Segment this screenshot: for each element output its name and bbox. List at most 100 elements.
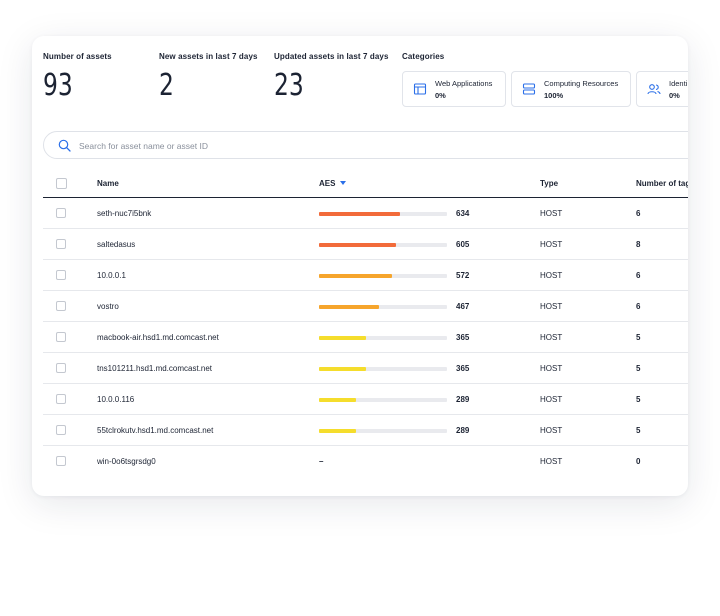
row-checkbox[interactable] <box>56 332 66 342</box>
header-aes-label: AES <box>319 179 336 188</box>
header-name[interactable]: Name <box>97 179 119 188</box>
stat-label: Number of assets <box>43 52 112 61</box>
stat-value: 23 <box>274 68 304 103</box>
tag-count: 0 <box>636 457 641 466</box>
tag-count: 6 <box>636 302 641 311</box>
asset-name[interactable]: win-0o6tsgrsdg0 <box>97 457 156 466</box>
table-row[interactable]: 10.0.0.116 289 HOST 5 <box>43 384 688 415</box>
stat-label: New assets in last 7 days <box>159 52 258 61</box>
users-icon <box>647 84 661 95</box>
stat-updated-assets: Updated assets in last 7 days 23 <box>274 52 389 103</box>
asset-name[interactable]: tns101211.hsd1.md.comcast.net <box>97 364 213 373</box>
asset-type: HOST <box>540 395 563 404</box>
aes-bar-fill <box>319 212 401 216</box>
tag-count: 5 <box>636 426 641 435</box>
header-aes[interactable]: AES <box>319 179 347 188</box>
table-row[interactable]: 10.0.0.1 572 HOST 6 <box>43 260 688 291</box>
stats-summary: Number of assets 93 New assets in last 7… <box>43 52 688 132</box>
row-checkbox[interactable] <box>56 301 66 311</box>
tag-count: 5 <box>636 333 641 342</box>
category-name: Web Applications <box>435 79 493 88</box>
tag-count: 8 <box>636 240 641 249</box>
aes-bar-fill <box>319 367 366 371</box>
aes-score: 634 <box>456 209 470 218</box>
aes-score: – <box>319 457 324 466</box>
stat-number-of-assets: Number of assets 93 <box>43 52 112 103</box>
aes-bar-fill <box>319 305 379 309</box>
tag-count: 5 <box>636 364 641 373</box>
category-percent: 0% <box>435 91 446 100</box>
aes-bar-track <box>319 212 447 216</box>
aes-bar-track <box>319 336 447 340</box>
table-row[interactable]: 55tclrokutv.hsd1.md.comcast.net 289 HOST 5 <box>43 415 688 446</box>
browser-window-icon <box>413 83 427 95</box>
aes-bar-fill <box>319 398 356 402</box>
row-checkbox[interactable] <box>56 456 66 466</box>
asset-name[interactable]: macbook-air.hsd1.md.comcast.net <box>97 333 219 342</box>
aes-bar-fill <box>319 429 356 433</box>
categories: Categories <box>402 52 688 61</box>
server-icon <box>522 83 536 95</box>
row-checkbox[interactable] <box>56 425 66 435</box>
asset-name[interactable]: saltedasus <box>97 240 136 249</box>
search-icon <box>58 139 71 152</box>
table-row[interactable]: seth-nuc7i5bnk 634 HOST 6 <box>43 198 688 229</box>
asset-type: HOST <box>540 302 563 311</box>
table-row[interactable]: win-0o6tsgrsdg0 – HOST 0 <box>43 446 688 476</box>
category-percent: 0% <box>669 91 680 100</box>
asset-type: HOST <box>540 333 563 342</box>
search-input[interactable] <box>77 137 481 155</box>
aes-score: 365 <box>456 364 470 373</box>
asset-type: HOST <box>540 426 563 435</box>
category-identities[interactable]: Identi 0% <box>636 71 688 107</box>
table-row[interactable]: macbook-air.hsd1.md.comcast.net 365 HOST 5 <box>43 322 688 353</box>
aes-bar-track <box>319 305 447 309</box>
aes-bar-track <box>319 429 447 433</box>
table-header: Name AES Type Number of tag <box>43 169 688 198</box>
search-bar[interactable] <box>43 131 688 159</box>
asset-type: HOST <box>540 209 563 218</box>
aes-bar-track <box>319 274 447 278</box>
row-checkbox[interactable] <box>56 239 66 249</box>
asset-name[interactable]: seth-nuc7i5bnk <box>97 209 152 218</box>
aes-bar-track <box>319 367 447 371</box>
table-row[interactable]: saltedasus 605 HOST 8 <box>43 229 688 260</box>
tag-count: 6 <box>636 271 641 280</box>
assets-card: Number of assets 93 New assets in last 7… <box>32 36 688 496</box>
asset-name[interactable]: 55tclrokutv.hsd1.md.comcast.net <box>97 426 214 435</box>
asset-type: HOST <box>540 457 563 466</box>
asset-name[interactable]: 10.0.0.1 <box>97 271 126 280</box>
stat-value: 2 <box>159 68 174 103</box>
category-web-applications[interactable]: Web Applications 0% <box>402 71 506 107</box>
row-checkbox[interactable] <box>56 270 66 280</box>
asset-name[interactable]: vostro <box>97 302 119 311</box>
row-checkbox[interactable] <box>56 208 66 218</box>
asset-name[interactable]: 10.0.0.116 <box>97 395 135 404</box>
category-computing-resources[interactable]: Computing Resources 100% <box>511 71 631 107</box>
aes-score: 289 <box>456 395 470 404</box>
stat-new-assets: New assets in last 7 days 2 <box>159 52 258 103</box>
tag-count: 6 <box>636 209 641 218</box>
aes-score: 289 <box>456 426 470 435</box>
asset-type: HOST <box>540 271 563 280</box>
category-percent: 100% <box>544 91 564 100</box>
table-row[interactable]: tns101211.hsd1.md.comcast.net 365 HOST 5 <box>43 353 688 384</box>
stat-value: 93 <box>43 68 73 103</box>
row-checkbox[interactable] <box>56 394 66 404</box>
categories-label: Categories <box>402 52 445 61</box>
select-all-checkbox[interactable] <box>56 178 67 189</box>
category-name: Computing Resources <box>544 79 619 88</box>
tag-count: 5 <box>636 395 641 404</box>
aes-score: 467 <box>456 302 470 311</box>
aes-bar-fill <box>319 336 366 340</box>
aes-score: 572 <box>456 271 470 280</box>
header-type[interactable]: Type <box>540 179 559 188</box>
table-row[interactable]: vostro 467 HOST 6 <box>43 291 688 322</box>
category-name: Identi <box>669 79 688 88</box>
asset-type: HOST <box>540 240 563 249</box>
category-list: Web Applications 0% Computing Resources … <box>402 71 688 109</box>
stat-label: Updated assets in last 7 days <box>274 52 389 61</box>
assets-table: Name AES Type Number of tag seth-nuc7i5b… <box>43 169 688 476</box>
header-number-of-tags[interactable]: Number of tag <box>636 179 688 188</box>
row-checkbox[interactable] <box>56 363 66 373</box>
